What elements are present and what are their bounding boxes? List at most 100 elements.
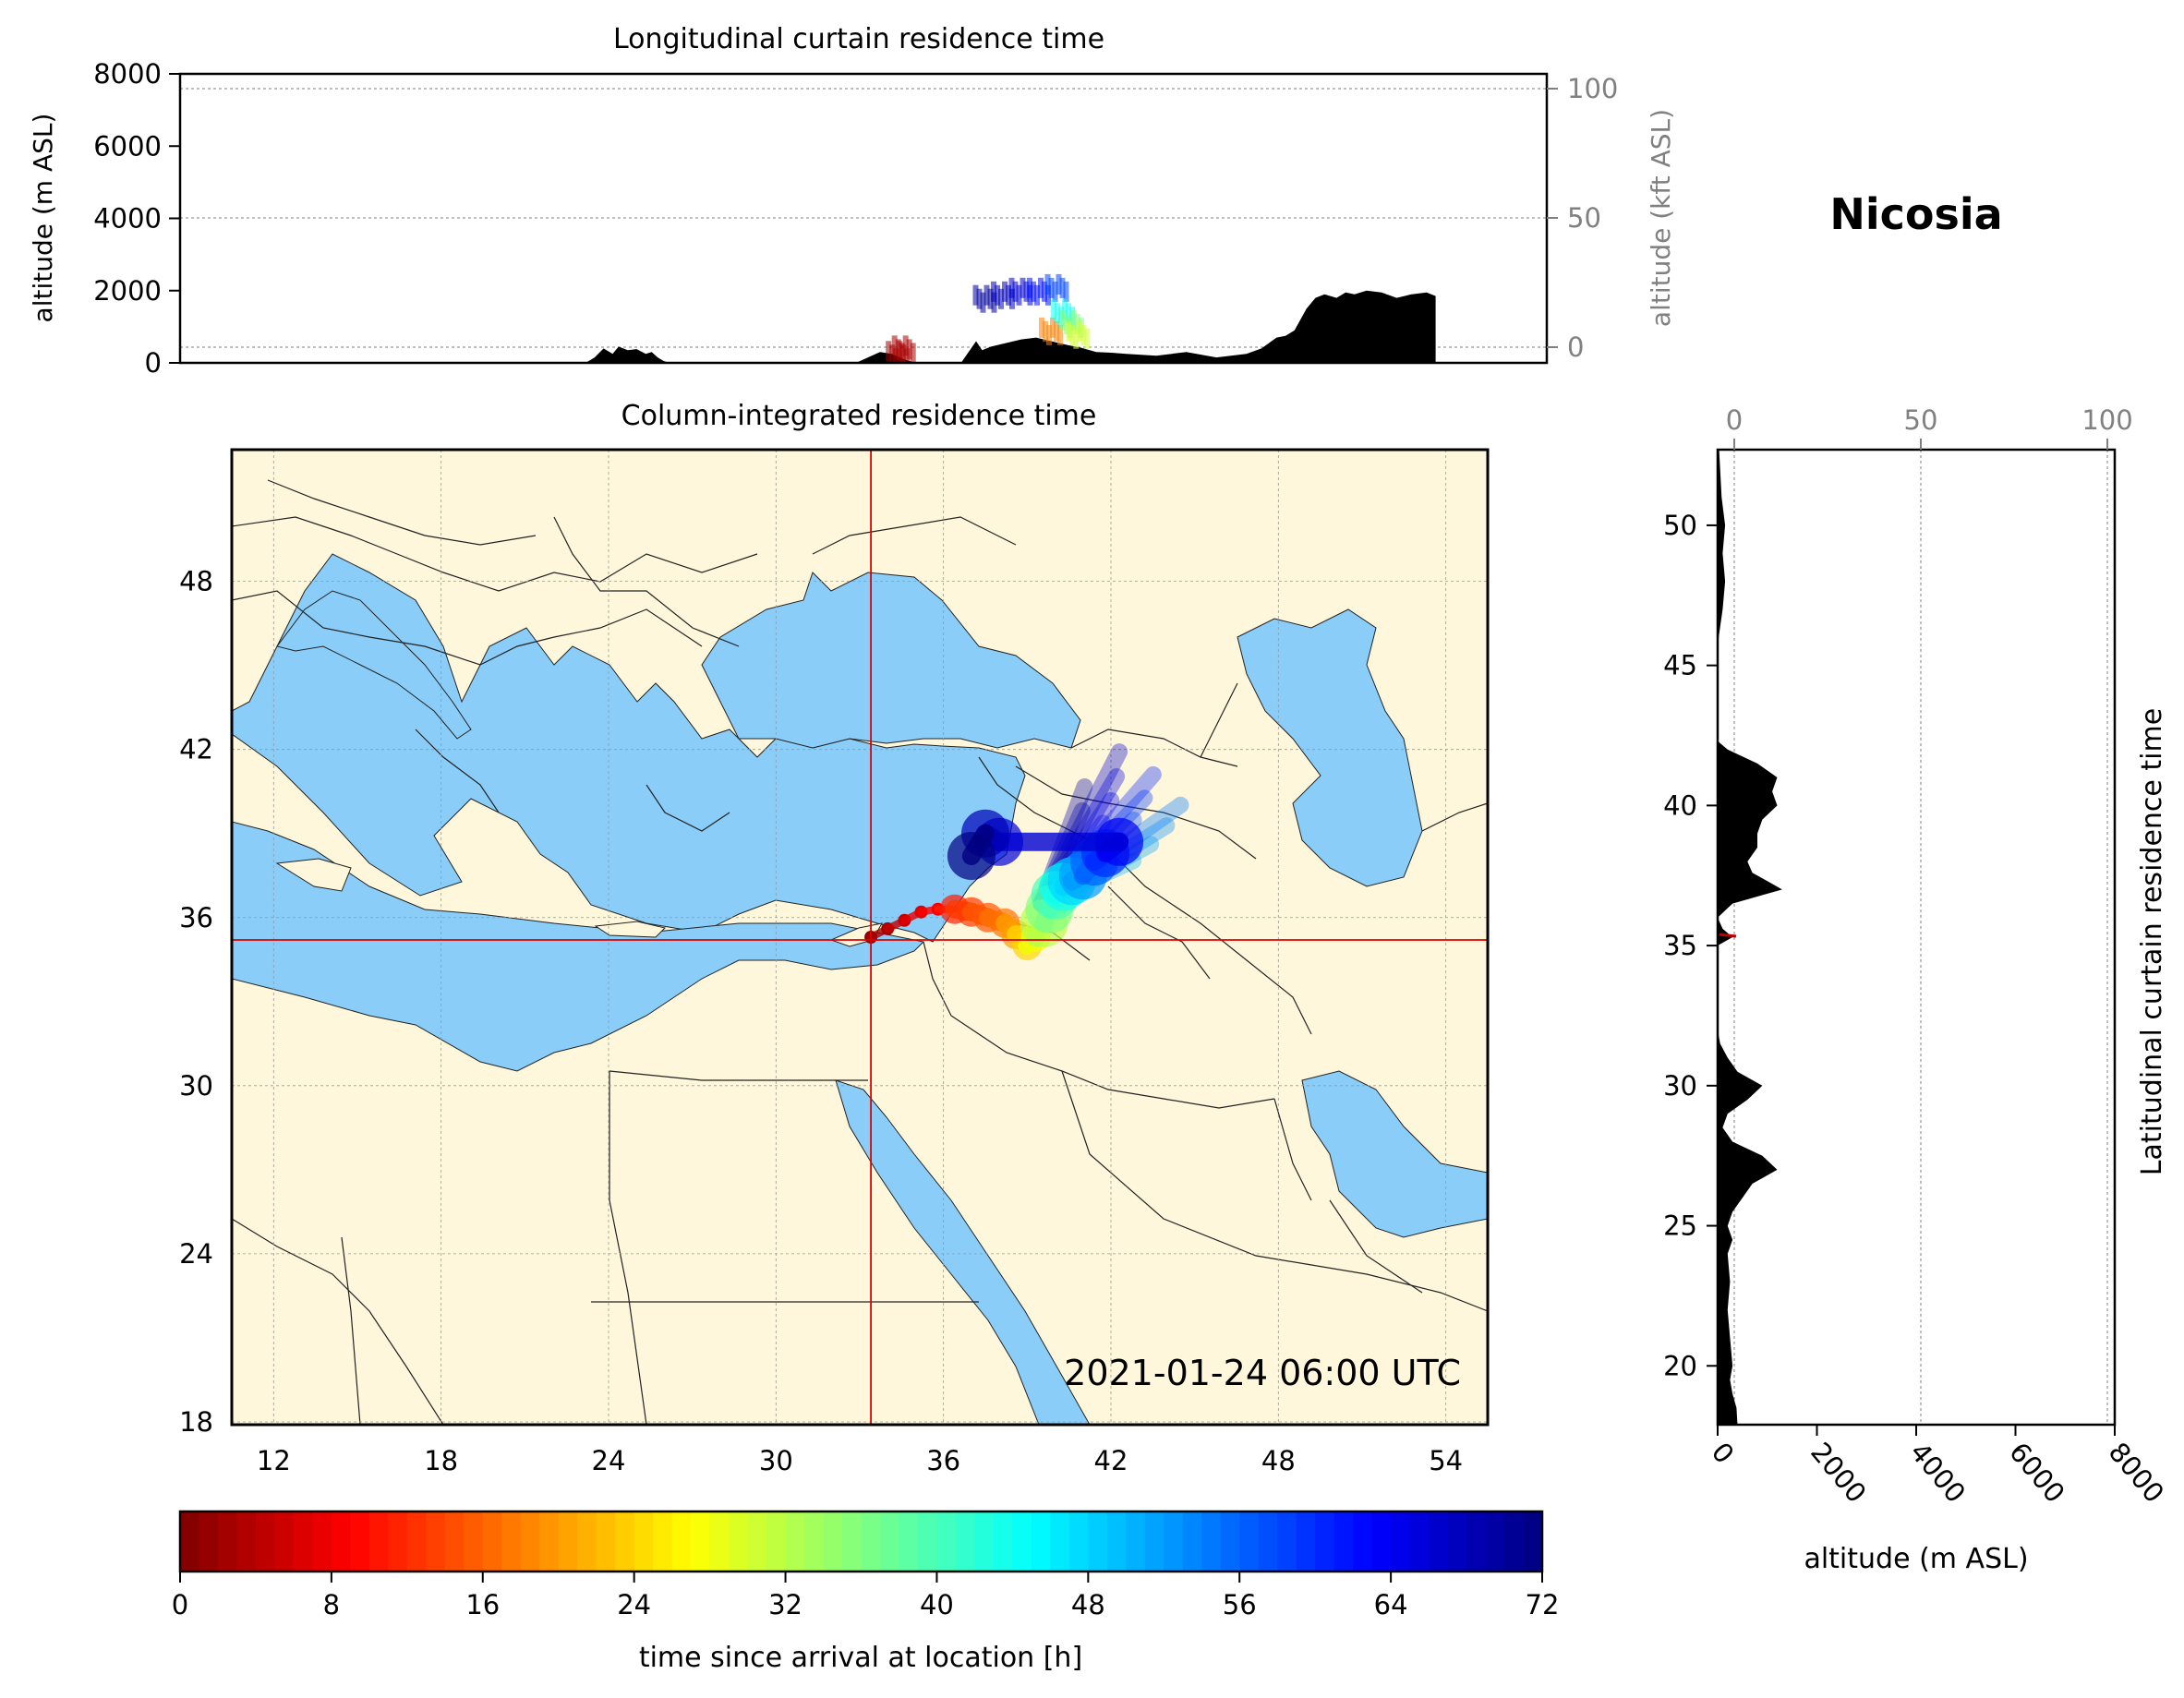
colorbar-tick-label: 24 — [617, 1589, 651, 1620]
colorbar-step — [293, 1511, 314, 1572]
longitudinal-residence-mark — [902, 335, 909, 356]
longitudinal-residence-mark — [1020, 277, 1026, 298]
colorbar-step — [1277, 1511, 1297, 1572]
colorbar-ticks: 0 8 16 24 32 40 48 56 64 72 — [172, 1572, 1560, 1620]
latitudinal-x-tick-label: 2000 — [1804, 1437, 1872, 1509]
map-y-tick-label: 18 — [179, 1406, 213, 1438]
longitudinal-residence-mark — [1077, 320, 1083, 342]
latitudinal-y-tick-label: 30 — [1663, 1070, 1697, 1102]
colorbar-step — [936, 1511, 957, 1572]
longitudinal-terrain — [180, 290, 1547, 363]
location-name: Nicosia — [1829, 189, 2002, 239]
latitudinal-ylabel-right: Latitudinal curtain residence time — [2136, 708, 2168, 1175]
trajectory-segment — [961, 824, 995, 865]
colorbar-step — [1523, 1511, 1543, 1572]
longitudinal-residence-mark — [891, 335, 898, 356]
colorbar-tick-label: 72 — [1526, 1589, 1560, 1620]
latitudinal-y-ticks: 20 25 30 35 40 45 50 — [1663, 510, 1718, 1381]
map-x-tick-label: 30 — [759, 1445, 793, 1476]
longitudinal-residence-mark — [1057, 324, 1063, 345]
longitudinal-residence-mark — [995, 284, 1000, 306]
latitudinal-terrain — [1718, 450, 1782, 1425]
map-y-tick-label: 42 — [179, 734, 213, 765]
colorbar-step — [274, 1511, 295, 1572]
colorbar-step — [426, 1511, 446, 1572]
colorbar-step — [1031, 1511, 1051, 1572]
map-x-tick-label: 24 — [592, 1445, 626, 1476]
longitudinal-residence-mark — [1006, 284, 1011, 306]
map-y-tick-label: 48 — [179, 566, 213, 597]
longitudinal-residence-mark — [910, 343, 916, 363]
crete — [594, 921, 666, 938]
map-x-tick-label: 18 — [424, 1445, 458, 1476]
colorbar-step — [406, 1511, 427, 1572]
red-sea — [835, 1079, 1091, 1425]
longitudinal-residence-mark — [987, 288, 994, 309]
longitudinal-tick-label: 4000 — [93, 203, 162, 235]
latitudinal-xlabel: altitude (m ASL) — [1804, 1543, 2028, 1575]
latitudinal-y-tick-label: 20 — [1663, 1350, 1697, 1381]
longitudinal-y-ticks-right: 0 50 100 — [1547, 73, 1618, 363]
colorbar-tick-label: 40 — [920, 1589, 954, 1620]
longitudinal-residence-mark — [1048, 277, 1055, 298]
colorbar-step — [1485, 1511, 1505, 1572]
latitudinal-y-tick-label: 45 — [1663, 650, 1697, 681]
colorbar-step — [1315, 1511, 1335, 1572]
longitudinal-residence-mark — [886, 341, 892, 362]
longitudinal-residence-mark — [1066, 320, 1072, 342]
longitudinal-residence-mark — [1012, 281, 1019, 302]
longitudinal-residence-mark — [1059, 277, 1066, 298]
longitudinal-residence-mark — [1027, 277, 1032, 298]
sicily — [275, 858, 352, 892]
longitudinal-residence-mark — [1056, 273, 1062, 295]
longitudinal-residence-mark — [1034, 284, 1040, 306]
colorbar-step — [1296, 1511, 1316, 1572]
map-x-tick-label: 54 — [1429, 1445, 1463, 1476]
longitudinal-y-ticks: 0 2000 4000 6000 8000 — [93, 58, 180, 379]
mediterranean-south — [232, 821, 925, 1072]
colorbar-step — [785, 1511, 805, 1572]
colorbar-step — [577, 1511, 597, 1572]
colorbar-step — [1012, 1511, 1032, 1572]
longitudinal-residence-mark — [1008, 277, 1015, 298]
colorbar-step — [199, 1511, 219, 1572]
colorbar-step — [1371, 1511, 1392, 1572]
colorbar-step — [709, 1511, 730, 1572]
colorbar-step — [217, 1511, 238, 1572]
longitudinal-residence-mark — [1062, 299, 1068, 320]
colorbar-step — [899, 1511, 919, 1572]
colorbar-tick-label: 32 — [768, 1589, 802, 1620]
colorbar-tick-label: 64 — [1374, 1589, 1408, 1620]
longitudinal-residence-mark — [1031, 281, 1036, 302]
longitudinal-residence-mark — [1009, 288, 1015, 309]
map-timestamp: 2021-01-24 06:00 UTC — [1064, 1353, 1461, 1393]
latitudinal-x-tick-label-top: 50 — [1904, 404, 1938, 436]
map-area: 2021-01-24 06:00 UTC — [232, 450, 1488, 1425]
colorbar-step — [482, 1511, 502, 1572]
longitudinal-residence-mark — [906, 339, 912, 360]
colorbar-step — [1201, 1511, 1222, 1572]
latitudinal-panel: 0 2000 4000 6000 8000 0 50 100 20253035404550 … — [1663, 404, 2170, 1575]
longitudinal-residence-mark — [899, 343, 905, 363]
colorbar-step — [1182, 1511, 1202, 1572]
longitudinal-residence-mark — [1055, 303, 1061, 324]
colorbar-step — [444, 1511, 465, 1572]
map-frame — [230, 448, 1490, 1427]
longitudinal-residence-mark — [1054, 320, 1059, 342]
colorbar-step — [917, 1511, 938, 1572]
longitudinal-residence-mark — [1044, 273, 1051, 295]
colorbar-step — [236, 1511, 257, 1572]
colorbar-steps — [180, 1511, 1543, 1572]
colorbar-step — [255, 1511, 276, 1572]
latitudinal-x-ticks: 0 2000 4000 6000 8000 — [1706, 1425, 2170, 1509]
colorbar-step — [1126, 1511, 1146, 1572]
longitudinal-residence-mark — [972, 284, 979, 306]
longitudinal-gridlines — [180, 88, 1547, 348]
colorbar-step — [1144, 1511, 1164, 1572]
longitudinal-residence-mark — [983, 284, 990, 306]
latitudinal-gridlines — [1733, 450, 2108, 1425]
latitudinal-x-tick-label: 0 — [1706, 1437, 1741, 1470]
longitudinal-tick-label-right: 100 — [1567, 73, 1618, 104]
latitudinal-residence-mark — [1719, 933, 1737, 938]
